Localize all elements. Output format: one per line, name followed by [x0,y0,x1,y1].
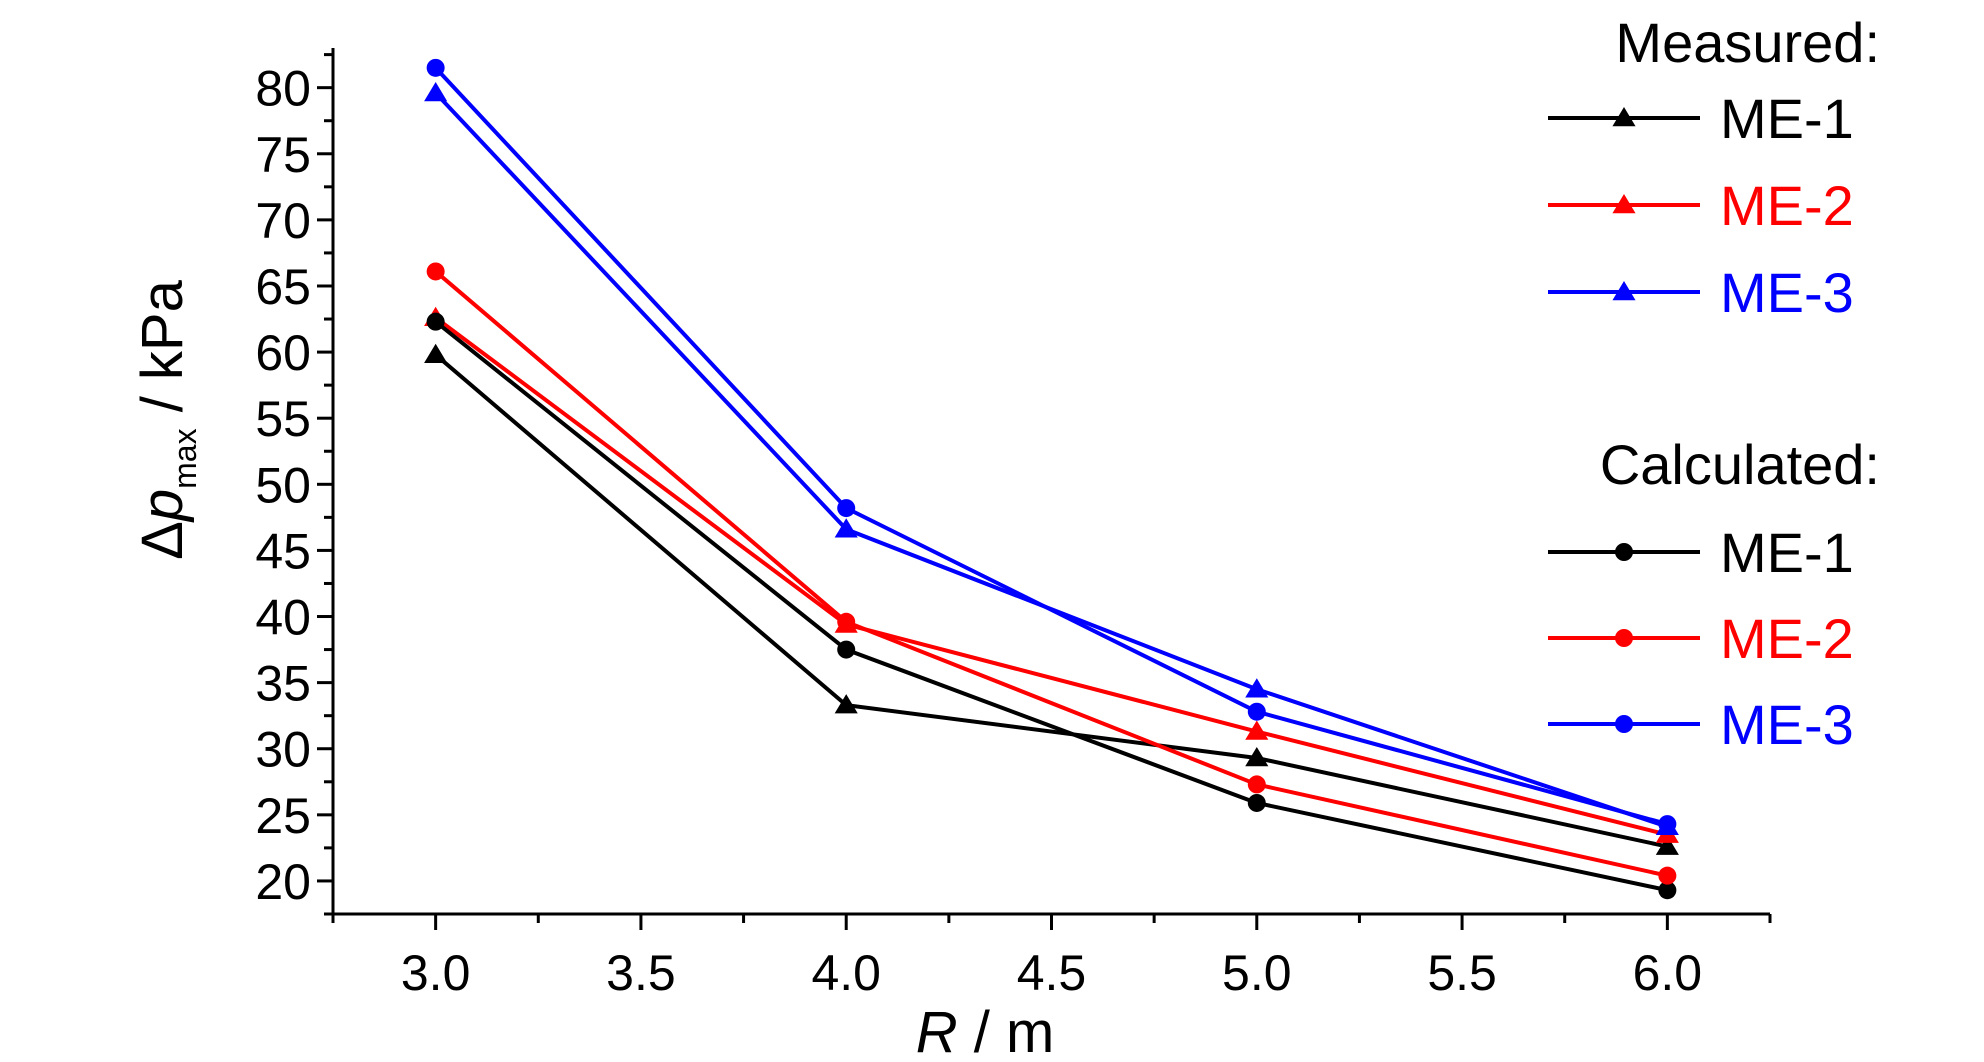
y-tick-label: 20 [255,854,311,910]
calculated-me-3-point [426,58,445,77]
measured-me-1-line [434,353,1668,849]
calculated-me-2-point [837,612,856,631]
calculated-me-3-point [1658,815,1677,834]
calculated-me-3-point [1247,702,1266,721]
calculated-me-3-line [434,66,1668,827]
x-tick-label: 5.5 [1427,945,1497,1001]
y-tick-label: 45 [255,523,311,579]
y-tick-label: 70 [255,193,311,249]
y-tick-label: 35 [255,656,311,712]
legend-label: ME-3 [1720,261,1854,324]
legend-label: ME-1 [1720,87,1854,150]
legend-label: ME-2 [1720,174,1854,237]
measured-me-1-point [1245,746,1269,767]
calculated-me-1-point [1247,793,1266,812]
y-tick-label: 40 [255,590,311,646]
x-tick-label: 6.0 [1633,945,1703,1001]
legend-group-title: Calculated: [1600,433,1880,496]
y-tick-label: 60 [255,325,311,381]
legend-swatch-marker [1615,543,1633,561]
x-tick-label: 3.5 [606,945,676,1001]
legend-label: ME-3 [1720,693,1854,756]
calculated-me-2-line [434,269,1668,878]
legend-swatch-marker [1612,107,1636,127]
measured-me-1-point [834,694,858,714]
calculated-me-2-point [1247,775,1266,794]
x-axis-title: R / m [916,1000,1055,1062]
calculated-me-1-line [434,320,1668,893]
measured-me-3-point [834,518,858,538]
legend-label: ME-1 [1720,521,1854,584]
legend-label: ME-2 [1720,607,1854,670]
x-tick-label: 4.5 [1017,945,1087,1001]
legend: Measured: ME-1 ME-2 ME-3 Calculated: ME-1 ME-2… [1548,11,1880,756]
y-tick-label: 55 [255,391,311,447]
legend-swatch-marker [1612,194,1636,214]
y-axis-title: Δpmax / kPa [130,279,203,559]
calculated-me-1-point [1658,881,1677,900]
measured-me-2-point [1245,720,1269,740]
legend-swatch-marker [1615,715,1633,733]
x-tick-label: 4.0 [811,945,881,1001]
legend-group-title: Measured: [1615,11,1880,74]
legend-swatch-marker [1615,629,1633,647]
y-tick-label: 65 [255,259,311,315]
calculated-me-1-point [426,312,445,331]
y-tick-label: 50 [255,457,311,513]
legend-swatch-marker [1612,281,1636,301]
x-tick-label: 5.0 [1222,945,1292,1001]
y-tick-label: 30 [255,722,311,778]
y-tick-label: 75 [255,127,311,183]
x-tick-label: 3.0 [401,945,471,1001]
y-tick-label: 25 [255,788,311,844]
calculated-me-2-point [426,262,445,281]
calculated-me-2-point [1658,866,1677,885]
measured-me-3-point [1245,678,1269,698]
series-layer [424,58,1679,900]
calculated-me-3-point [837,499,856,518]
measured-me-3-point [424,81,448,102]
calculated-me-1-point [837,640,856,659]
axes: 3.0 3.5 4.0 4.5 5.0 5.5 6.0 20 25 30 35 40 45 50 55 60 6… [255,48,1772,1001]
y-tick-label: 80 [255,61,311,117]
measured-me-2-line [434,316,1668,837]
measured-me-1-point [424,343,448,363]
measured-me-1-point [1655,835,1679,855]
measured-me-3-line [434,91,1668,829]
